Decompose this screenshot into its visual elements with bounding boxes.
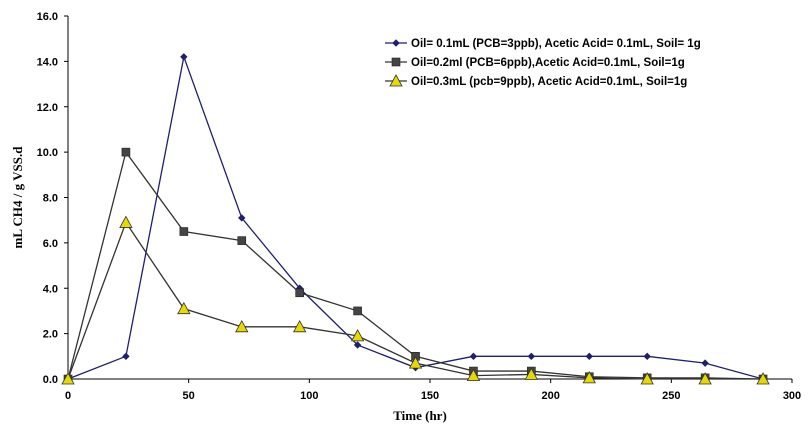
data-point <box>235 319 249 333</box>
x-tick-label: 150 <box>421 390 439 402</box>
x-tick-label: 300 <box>783 390 801 402</box>
legend-marker <box>389 74 403 87</box>
data-point <box>582 371 596 384</box>
y-tick-label: 4.0 <box>43 283 58 295</box>
y-tick-label: 12.0 <box>37 102 58 114</box>
legend-label: Oil=0.3mL (pcb=9ppb), Acetic Acid=0.1mL,… <box>411 76 687 88</box>
data-point <box>643 352 651 361</box>
data-point <box>527 352 536 361</box>
y-tick-label: 14.0 <box>37 56 58 68</box>
data-point <box>237 236 247 245</box>
x-tick-label: 0 <box>65 390 71 402</box>
legend-item: Oil=0.2ml (PCB=6ppb),Acetic Acid=0.1mL, … <box>385 57 685 69</box>
y-tick-label: 6.0 <box>43 238 58 250</box>
data-point <box>119 215 133 228</box>
data-point <box>121 147 131 157</box>
series-1 <box>64 53 767 383</box>
data-point <box>179 227 189 236</box>
x-tick-label: 100 <box>300 390 318 402</box>
x-tick-label: 50 <box>183 390 195 402</box>
data-point <box>469 352 478 361</box>
data-point <box>701 359 709 367</box>
x-tick-label: 250 <box>662 390 680 402</box>
data-point <box>353 341 362 349</box>
data-point <box>524 367 539 380</box>
data-point <box>466 368 481 381</box>
y-tick-label: 10.0 <box>37 147 58 159</box>
y-tick-label: 8.0 <box>43 193 58 205</box>
data-point <box>122 352 130 361</box>
x-axis-label: Time (hr) <box>393 408 447 423</box>
data-point <box>698 372 712 385</box>
data-point <box>350 329 365 342</box>
data-point <box>295 288 304 298</box>
y-tick-label: 2.0 <box>43 329 58 341</box>
legend-label: Oil= 0.1mL (PCB=3ppb), Acetic Acid= 0.1m… <box>411 38 701 50</box>
legend-item: Oil=0.3mL (pcb=9ppb), Acetic Acid=0.1mL,… <box>385 74 687 88</box>
legend-item: Oil= 0.1mL (PCB=3ppb), Acetic Acid= 0.1m… <box>385 38 701 50</box>
x-tick-label: 200 <box>541 390 559 402</box>
legend: Oil= 0.1mL (PCB=3ppb), Acetic Acid= 0.1m… <box>385 38 701 88</box>
data-point <box>238 214 246 222</box>
data-point <box>177 301 191 315</box>
series-line <box>67 150 764 380</box>
data-point <box>61 372 75 385</box>
legend-marker <box>391 57 401 67</box>
data-point <box>640 372 654 385</box>
data-point <box>293 319 307 333</box>
data-point <box>353 306 362 316</box>
x-ticks: 0 50 100 150 200 250 300 <box>65 379 801 402</box>
series-3 <box>61 215 770 385</box>
legend-label: Oil=0.2ml (PCB=6ppb),Acetic Acid=0.1mL, … <box>411 57 685 69</box>
legend-marker <box>392 39 400 47</box>
data-point <box>585 352 593 361</box>
y-ticks: 0.0 2.0 4.0 6.0 8.0 10.0 12.0 14.0 16.0 <box>37 11 68 386</box>
y-tick-label: 16.0 <box>37 11 58 23</box>
series-line <box>67 54 764 380</box>
series-2 <box>63 147 768 384</box>
data-point <box>756 372 770 385</box>
axes <box>67 16 792 380</box>
data-point <box>408 356 423 369</box>
series-layer <box>61 53 770 385</box>
y-axis-label: mL CH4 / g VSS.d <box>10 146 25 249</box>
data-point <box>180 53 188 61</box>
y-tick-label: 0.0 <box>43 374 58 386</box>
